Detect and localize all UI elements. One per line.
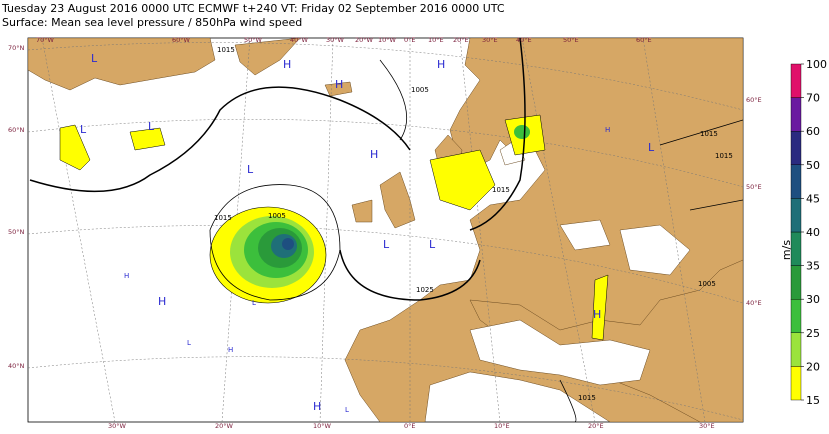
graticule-label: 60°E: [746, 96, 762, 104]
graticule-label: 40°W: [290, 36, 309, 44]
pressure-centre: H: [335, 78, 343, 91]
colorbar-swatch: [790, 231, 802, 266]
isobar-label: 1015: [492, 186, 510, 194]
graticule-label: 10°E: [428, 36, 444, 44]
isobar-label: 1015: [578, 394, 596, 402]
pressure-centre: H: [370, 148, 378, 161]
graticule-label: 20°E: [453, 36, 469, 44]
graticule-label: 60°E: [636, 36, 652, 44]
colorbar-tick-label: 100: [806, 58, 827, 71]
pressure-centre: H: [283, 58, 291, 71]
graticule-label: 20°E: [588, 422, 604, 430]
header-line-1: Tuesday 23 August 2016 0000 UTC ECMWF t+…: [1, 2, 505, 15]
pressure-centre: L: [345, 406, 349, 414]
colorbar-tick-label: 15: [806, 394, 820, 407]
graticule-label: 10°W: [313, 422, 332, 430]
pressure-centre: L: [148, 120, 155, 133]
colorbar-tick-label: 35: [806, 260, 820, 273]
graticule-label: 40°E: [516, 36, 532, 44]
graticule-label: 30°E: [699, 422, 715, 430]
graticule-label: 30°W: [108, 422, 127, 430]
colorbar-tick-label: 30: [806, 293, 820, 306]
graticule-label: 40°N: [8, 362, 25, 370]
pressure-centre: L: [252, 299, 256, 307]
graticule-label: 70°W: [36, 36, 55, 44]
pressure-centre: H: [228, 346, 233, 354]
colorbar-tick-label: 20: [806, 360, 820, 373]
graticule-label: 70°N: [8, 44, 25, 52]
isobar-label: 1015: [217, 46, 235, 54]
header-line-2: Surface: Mean sea level pressure / 850hP…: [2, 16, 302, 29]
isobar-label: 1005: [698, 280, 716, 288]
graticule-label: 50°E: [746, 183, 762, 191]
isobar-label: 1015: [715, 152, 733, 160]
graticule-label: 10°W: [378, 36, 397, 44]
pressure-centre: L: [91, 52, 98, 65]
colorbar-swatch: [790, 198, 802, 233]
colorbar-swatch: [790, 332, 802, 367]
graticule-label: 60°N: [8, 126, 25, 134]
colorbar-swatch: [790, 299, 802, 334]
colorbar-tick-label: 50: [806, 159, 820, 172]
graticule-label: 0°E: [404, 422, 416, 430]
pressure-centre: H: [593, 308, 601, 321]
isobar-label: 1015: [700, 130, 718, 138]
pressure-centre: L: [648, 141, 655, 154]
graticule-label: 10°E: [494, 422, 510, 430]
colorbar-swatch: [790, 130, 802, 165]
map: L L H L H L H H L H L L H H L L H L H H 1015 1005 1015 1005 1025…: [8, 36, 762, 430]
pressure-centre: H: [158, 295, 166, 308]
seas: [469, 139, 691, 386]
pressure-centre: H: [124, 272, 129, 280]
graticule-label: 30°E: [482, 36, 498, 44]
graticule-label: 30°W: [326, 36, 345, 44]
graticule-label: 60°W: [172, 36, 191, 44]
graticule-label: 50°W: [244, 36, 263, 44]
pressure-centre: L: [429, 238, 436, 251]
colorbar-tick-label: 25: [806, 327, 820, 340]
graticule-label: 50°N: [8, 228, 25, 236]
graticule-label: 50°E: [563, 36, 579, 44]
graticule-label: 20°W: [215, 422, 234, 430]
colorbar-tick-label: 40: [806, 226, 820, 239]
colorbar: m/s 15 20 25 30 35 40 45 50 60 70 100: [780, 58, 827, 407]
colorbar-swatch: [790, 366, 802, 401]
colorbar-tick-label: 60: [806, 125, 820, 138]
isobar-label: 1005: [411, 86, 429, 94]
pressure-centre: L: [187, 339, 191, 347]
graticule: [28, 38, 743, 422]
pressure-centre: L: [247, 163, 254, 176]
colorbar-swatch: [790, 164, 802, 199]
isobar-label: 1025: [416, 286, 434, 294]
pressure-centre: H: [313, 400, 321, 413]
map-body: L L H L H L H H L H L L H H L L H L H H 1015 1005 1015 1005 1025…: [28, 38, 743, 422]
pressure-centre: L: [80, 123, 87, 136]
colorbar-swatch: [790, 265, 802, 300]
colorbar-tick-label: 70: [806, 92, 820, 105]
isobars: [29, 38, 743, 422]
isobar-label: 1005: [268, 212, 286, 220]
graticule-label: 20°W: [355, 36, 374, 44]
colorbar-swatch: [790, 63, 802, 98]
graticule-label: 40°E: [746, 299, 762, 307]
colorbar-unit: m/s: [780, 240, 793, 260]
colorbar-tick-label: 45: [806, 192, 820, 205]
colorbar-swatch: [790, 97, 802, 132]
pressure-centre: L: [383, 238, 390, 251]
wind-speed-shading: [59, 114, 609, 341]
isobar-label: 1015: [214, 214, 232, 222]
graticule-label: 0°E: [404, 36, 416, 44]
pressure-centre: H: [605, 126, 610, 134]
pressure-centre: H: [437, 58, 445, 71]
